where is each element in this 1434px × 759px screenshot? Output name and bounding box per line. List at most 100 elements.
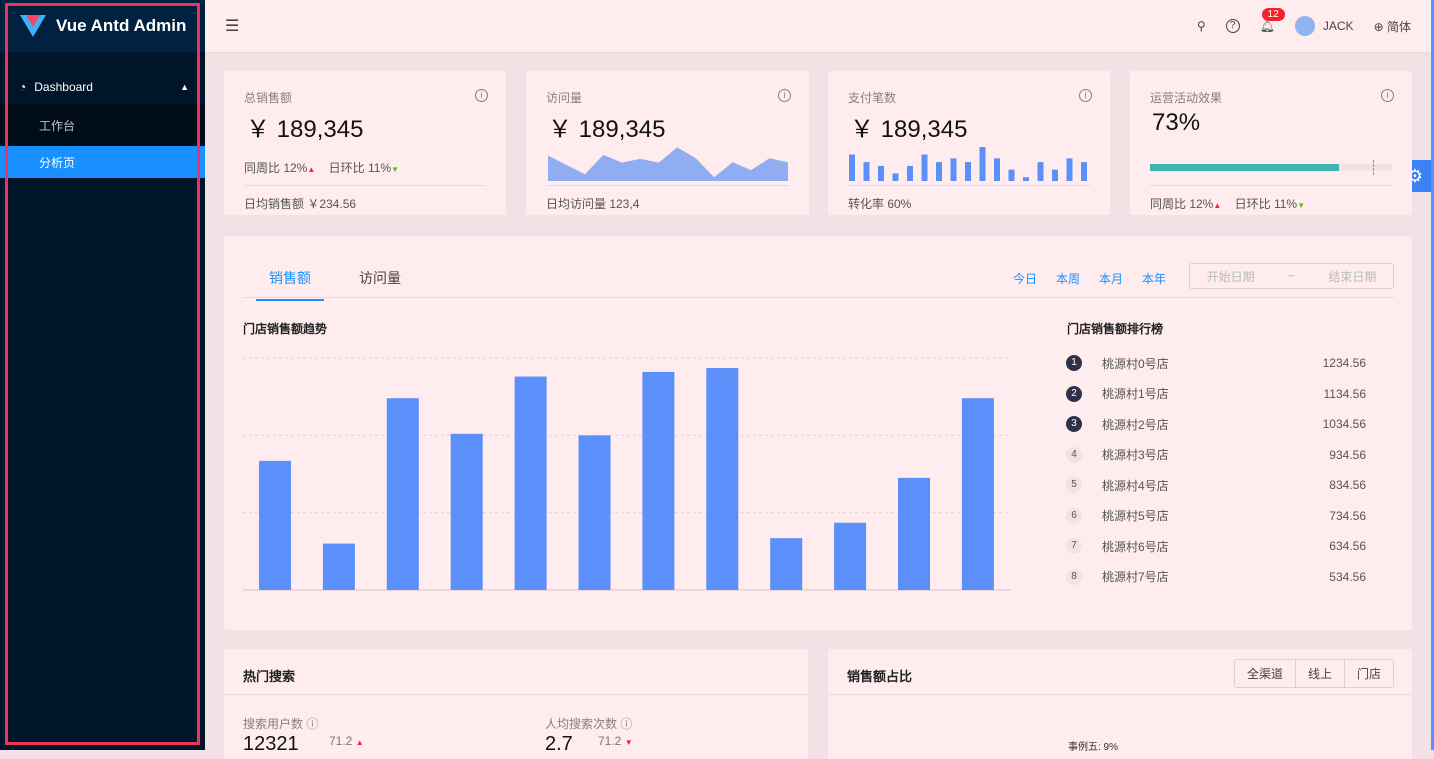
help-icon[interactable]: ?: [1225, 19, 1240, 33]
mini-bar: [979, 147, 986, 181]
channel-all-button[interactable]: 全渠道: [1246, 667, 1283, 681]
metric-users-change: 71.2 ▲: [329, 734, 364, 748]
bar[interactable]: [259, 460, 291, 590]
bar[interactable]: [770, 538, 803, 590]
ranking-item: 2 桃源村1号店 1134.56: [1066, 379, 1366, 409]
sidebar-item-dashboard[interactable]: ◔ Dashboard ▲: [0, 70, 205, 104]
sidebar-item-analysis[interactable]: 分析页: [0, 146, 205, 178]
metric-avg-change: 71.2 ▼: [598, 734, 633, 748]
mini-bar: [1008, 169, 1015, 181]
store-name: 桃源村3号店: [1102, 448, 1169, 462]
store-sales: 834.56: [1329, 478, 1366, 492]
notification-bell[interactable]: 🔔︎ 12: [1260, 8, 1285, 33]
bar[interactable]: [961, 398, 994, 590]
bar[interactable]: [578, 435, 611, 590]
language-switch[interactable]: ⊕ 简体: [1374, 18, 1411, 35]
stat-value: ￥ 189,345: [246, 116, 364, 143]
store-sales: 534.56: [1329, 569, 1366, 584]
user-name: JACK: [1322, 19, 1354, 33]
globe-icon: ⊕: [1373, 19, 1384, 34]
channel-online-button[interactable]: 线上: [1294, 660, 1344, 687]
caret-up-icon: ▲: [307, 165, 316, 174]
link-year[interactable]: 本年: [1141, 272, 1166, 286]
dod-label: 日环比 11%: [1234, 197, 1298, 211]
stat-value: ￥ 189,345: [850, 116, 968, 143]
stat-footer: 同周比 12%▲ 日环比 11%▼: [1150, 185, 1392, 212]
stat-title: 运营活动效果: [1150, 91, 1223, 105]
stat-title: 支付笔数: [848, 91, 897, 105]
bar[interactable]: [642, 371, 675, 590]
label-text: 搜索用户数: [243, 717, 304, 731]
rank-number: 3: [1066, 416, 1082, 432]
info-icon[interactable]: i: [1079, 89, 1092, 102]
link-today[interactable]: 今日: [1012, 272, 1037, 286]
sales-tabs: 销售额 访问量 今日 本周 本月 本年 开始日期 ~ 结束日期: [242, 260, 1394, 301]
end-date-input[interactable]: 结束日期: [1328, 269, 1377, 284]
mini-bar: [878, 165, 884, 181]
channel-store-button[interactable]: 门店: [1343, 660, 1393, 687]
notification-badge: 12: [1261, 8, 1285, 21]
caret-down-icon: ▼: [1297, 201, 1306, 210]
mini-bar: [950, 158, 957, 181]
rank-number: 1: [1066, 355, 1082, 371]
mini-bar: [936, 162, 942, 181]
caret-up-icon: ▲: [1213, 201, 1222, 210]
rank-number: 6: [1066, 507, 1082, 524]
caret-up-icon: ▲: [355, 738, 364, 747]
rank-number: 5: [1066, 477, 1082, 493]
label-text: 人均搜索次数: [545, 717, 618, 731]
bar[interactable]: [898, 477, 930, 590]
link-month[interactable]: 本月: [1098, 272, 1123, 286]
dod-label: 日环比 11%: [328, 161, 392, 175]
hot-search-title: 热门搜索: [243, 669, 296, 684]
ranking-item: 8 桃源村7号店 534.56: [1066, 562, 1366, 592]
info-icon[interactable]: i: [475, 89, 488, 102]
mini-bar: [1066, 158, 1073, 181]
bar[interactable]: [386, 398, 419, 590]
change-value: 71.2: [598, 734, 622, 748]
search-icon[interactable]: ⚲: [1196, 19, 1206, 33]
metric-users-value: 12321: [243, 733, 299, 755]
store-name: 桃源村6号店: [1102, 539, 1169, 554]
store-name: 桃源村7号店: [1102, 570, 1169, 584]
info-icon[interactable]: i: [1381, 89, 1394, 102]
hot-search-card: 热门搜索 搜索用户数 ⓘ 12321 71.2 ▲ 人均搜索次数 ⓘ 2.7 7…: [224, 649, 808, 759]
logo[interactable]: Vue Antd Admin: [0, 0, 205, 52]
user-menu[interactable]: JACK: [1294, 16, 1354, 36]
date-range-picker[interactable]: 开始日期 ~ 结束日期: [1189, 263, 1394, 289]
link-week[interactable]: 本周: [1055, 272, 1080, 286]
bar[interactable]: [834, 522, 867, 590]
store-name: 桃源村5号店: [1102, 509, 1169, 523]
header: ☰ ⚲ ? 🔔︎ 12 JACK ⊕ 简体: [205, 0, 1431, 52]
mini-bar: [863, 162, 870, 181]
tab-sales[interactable]: 销售额: [256, 268, 324, 301]
sales-share-card: 销售额占比 全渠道 线上 门店 事例五: 9%: [828, 649, 1412, 759]
info-icon[interactable]: ⓘ: [306, 717, 319, 731]
sidebar-item-workbench[interactable]: 工作台: [0, 104, 205, 146]
menu-fold-icon[interactable]: ☰: [225, 18, 240, 35]
mini-bar: [1081, 162, 1087, 181]
range-separator: ~: [1287, 269, 1295, 283]
ranking-item: 6 桃源村5号店 734.56: [1066, 501, 1366, 531]
mini-bar: [892, 173, 899, 181]
stat-title: 访问量: [546, 91, 583, 105]
stat-value: ￥ 189,345: [548, 116, 666, 143]
bar[interactable]: [322, 543, 355, 590]
mini-bar: [994, 158, 1000, 181]
info-icon[interactable]: ⓘ: [620, 717, 633, 731]
progress-fill: [1150, 164, 1339, 171]
info-icon[interactable]: i: [778, 89, 791, 102]
store-name: 桃源村1号店: [1102, 387, 1169, 401]
caret-down-icon: ▼: [391, 165, 400, 174]
store-sales: 1234.56: [1322, 356, 1366, 370]
scrollbar-edge: [1431, 0, 1434, 750]
start-date-input[interactable]: 开始日期: [1206, 269, 1255, 284]
wow-label: 同周比 12%: [244, 161, 308, 175]
bar[interactable]: [514, 376, 547, 590]
rank-number: 2: [1066, 385, 1082, 402]
bar[interactable]: [706, 368, 739, 590]
channel-radio-group: 全渠道 线上 门店: [1233, 659, 1394, 688]
tab-visits[interactable]: 访问量: [359, 270, 401, 286]
bar[interactable]: [450, 433, 483, 590]
mini-bar: [1037, 162, 1044, 181]
